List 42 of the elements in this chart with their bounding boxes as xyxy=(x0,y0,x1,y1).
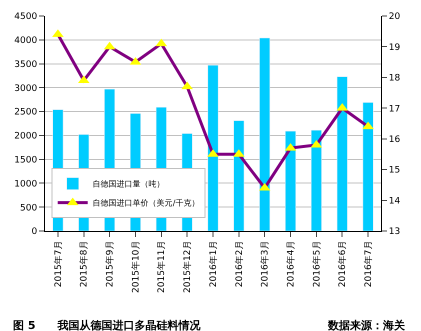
y-tick-label: 1000 xyxy=(14,179,38,190)
y2-tick-label: 16 xyxy=(388,135,401,146)
y-tick-label: 500 xyxy=(20,203,38,214)
y-tick-label: 1500 xyxy=(14,155,38,166)
bar xyxy=(336,76,348,231)
source-note: 数据来源：海关 xyxy=(327,319,406,331)
x-tick-label: 2015年10月 xyxy=(130,240,142,293)
y2-tick-label: 15 xyxy=(388,166,400,176)
x-tick-label: 2015年7月 xyxy=(52,240,64,288)
x-tick-label: 2015年11月 xyxy=(156,240,168,293)
legend-label: 自德国进口量（吨） xyxy=(92,180,165,189)
bar xyxy=(233,120,244,231)
y-tick-label: 2000 xyxy=(14,132,38,142)
x-tick-label: 2016年1月 xyxy=(208,240,219,288)
bar xyxy=(310,130,322,231)
bar xyxy=(259,38,270,231)
y-tick-label: 2500 xyxy=(14,108,38,118)
y-tick-label: 3500 xyxy=(14,60,38,70)
y2-tick-label: 19 xyxy=(388,42,401,53)
y2-tick-label: 14 xyxy=(388,196,401,206)
x-tick-label: 2015年9月 xyxy=(104,240,116,288)
bar xyxy=(208,64,218,231)
bar xyxy=(362,102,374,231)
x-tick-label: 2016年3月 xyxy=(260,240,271,288)
y-tick-label: 4500 xyxy=(14,12,38,22)
y2-tick-label: 13 xyxy=(388,227,400,238)
legend-label: 自德国进口单价（美元/千克） xyxy=(92,198,200,208)
x-tick-label: 2016年2月 xyxy=(234,240,245,288)
x-tick-label: 2015年12月 xyxy=(182,240,194,293)
y-tick-label: 0 xyxy=(31,227,38,238)
y2-tick-label: 20 xyxy=(388,12,401,22)
y-tick-label: 3000 xyxy=(14,84,38,94)
x-tick-label: 2016年7月 xyxy=(363,240,374,288)
bar xyxy=(285,130,296,231)
x-tick-label: 2016年5月 xyxy=(311,240,322,288)
x-tick-label: 2015年8月 xyxy=(78,240,90,288)
y-tick-label: 4000 xyxy=(14,36,38,46)
y2-tick-label: 17 xyxy=(388,104,400,114)
x-tick-label: 2016年4月 xyxy=(285,240,296,288)
x-tick-label: 2016年6月 xyxy=(337,240,348,288)
y2-tick-label: 18 xyxy=(388,74,401,84)
caption: 图 5 我国从德国进口多晶硅料情况 xyxy=(13,319,202,331)
